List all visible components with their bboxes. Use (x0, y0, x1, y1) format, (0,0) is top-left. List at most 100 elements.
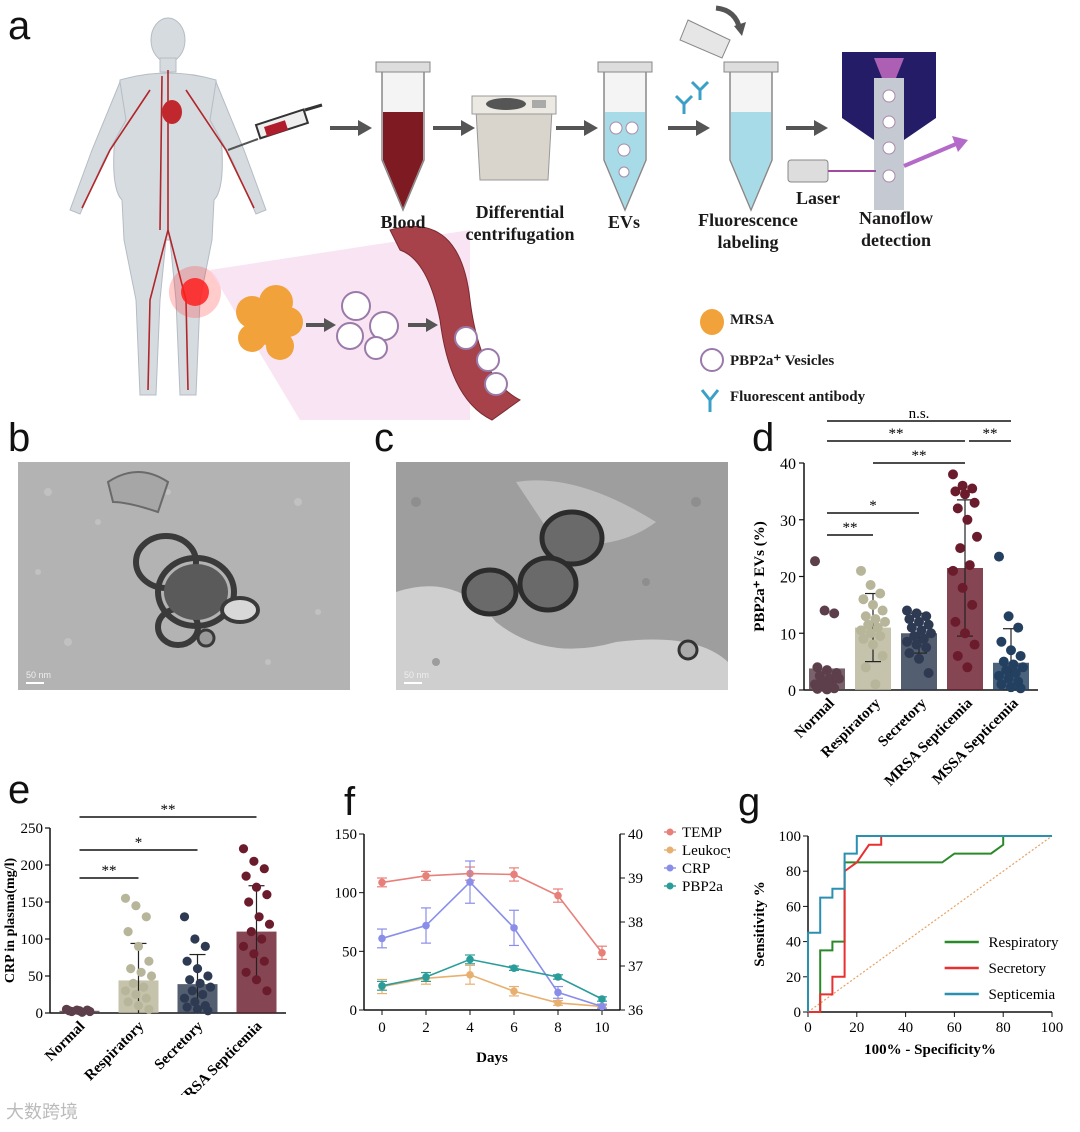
y-tick-label: 0 (788, 683, 796, 700)
legend-antibody-icon (700, 389, 720, 412)
legend-label-septicemia: Septicemia (989, 987, 1056, 1003)
y-tick-label-right: 40 (628, 827, 643, 843)
data-point (1015, 650, 1026, 661)
significance-label: ** (843, 520, 858, 536)
data-point (872, 622, 883, 633)
legend-marker (666, 882, 674, 890)
data-point (238, 844, 249, 854)
data-point (921, 642, 932, 653)
legend-marker (666, 864, 674, 872)
significance-label: ** (912, 448, 927, 464)
data-point (133, 941, 144, 951)
data-point (141, 993, 151, 1003)
step-label-laser: Laser (796, 188, 840, 208)
data-point (198, 989, 208, 1000)
data-point (926, 628, 936, 639)
significance-label: * (135, 835, 143, 851)
y-axis-label: Sensitivity % (752, 881, 768, 966)
legend-mrsa: MRSA (730, 312, 775, 328)
data-point (128, 978, 138, 988)
y-axis-label: CRP in plasma(mg/l) (3, 858, 18, 984)
data-point (144, 956, 154, 966)
y-tick-label-left: 50 (342, 944, 357, 960)
data-point (466, 971, 474, 979)
data-point (1015, 683, 1026, 694)
significance-label: ** (983, 426, 998, 442)
data-point (902, 605, 912, 616)
y-tick-label: 80 (786, 864, 801, 880)
data-point (554, 973, 562, 981)
data-point (856, 625, 866, 636)
y-tick-label: 100 (779, 829, 802, 845)
x-tick-label: Normal (42, 1019, 88, 1065)
y-tick-label: 200 (21, 858, 44, 874)
x-tick-label: 2 (422, 1020, 430, 1036)
data-point (120, 986, 131, 996)
data-point (1018, 662, 1028, 673)
legend-label-temp: TEMP (682, 825, 722, 841)
data-point (860, 611, 871, 622)
data-point (378, 878, 386, 887)
x-tick-label: 6 (510, 1020, 518, 1036)
y-tick-label: 0 (794, 1005, 802, 1021)
data-point (378, 934, 386, 943)
legend-label-respiratory: Respiratory (989, 935, 1059, 951)
data-point (996, 679, 1007, 690)
x-tick-label: MSSA Septicemia (929, 695, 1022, 788)
y-tick-label-left: 150 (335, 827, 358, 843)
data-point (911, 608, 922, 619)
data-point (179, 912, 190, 922)
data-point (962, 514, 973, 525)
step-label-nanoflow: Nanoflow detection (858, 208, 933, 250)
data-point (969, 639, 980, 650)
data-point (962, 662, 973, 673)
y-tick-label: 0 (36, 1006, 44, 1022)
y-tick-label: 20 (786, 970, 801, 986)
data-point (185, 975, 195, 985)
data-point (123, 927, 133, 937)
data-point (146, 971, 157, 981)
data-point (868, 599, 878, 610)
antibody-icon (674, 80, 710, 114)
data-point (510, 987, 518, 996)
legend-label-crp: CRP (682, 861, 710, 877)
data-point (554, 891, 562, 900)
data-point (187, 986, 197, 996)
data-point (960, 489, 970, 500)
workflow-arrows (306, 120, 828, 332)
data-point (510, 924, 518, 932)
legend-mrsa-icon (700, 309, 724, 335)
series-line-pbp2a (381, 958, 603, 1000)
y-tick-label-right: 37 (628, 959, 644, 975)
data-point (860, 662, 871, 673)
panel-letter-e: e (8, 768, 31, 812)
data-point (957, 582, 968, 593)
data-point (131, 901, 141, 911)
y-tick-label: 50 (28, 969, 43, 985)
data-point (994, 551, 1004, 562)
significance-label: ** (889, 426, 904, 442)
data-point (200, 941, 210, 951)
data-point (948, 469, 958, 480)
chart-f-timecourse: 0 50 100 150 36 37 38 39 40 0 2 4 6 8 10 Days TEMP Leukoc… (335, 825, 731, 1066)
tem-image-c: 50 nm (396, 462, 728, 690)
data-point (1006, 682, 1016, 693)
panel-a-illustration (69, 5, 968, 421)
legend-vesicle-icon (700, 348, 724, 372)
x-tick-label: 20 (849, 1020, 864, 1036)
data-point (190, 934, 200, 944)
data-point (257, 934, 267, 944)
data-point (1001, 665, 1012, 676)
legend-antibody: Fluorescent antibody (730, 389, 866, 405)
data-point (192, 1004, 203, 1014)
data-point (510, 964, 518, 972)
step-label-evs: EVs (607, 212, 640, 232)
x-tick-label: 60 (947, 1020, 962, 1036)
data-point (254, 912, 264, 922)
data-point (1006, 645, 1016, 656)
data-point (205, 982, 216, 992)
data-point (921, 611, 932, 622)
data-point (182, 1002, 192, 1012)
data-point (865, 580, 876, 591)
